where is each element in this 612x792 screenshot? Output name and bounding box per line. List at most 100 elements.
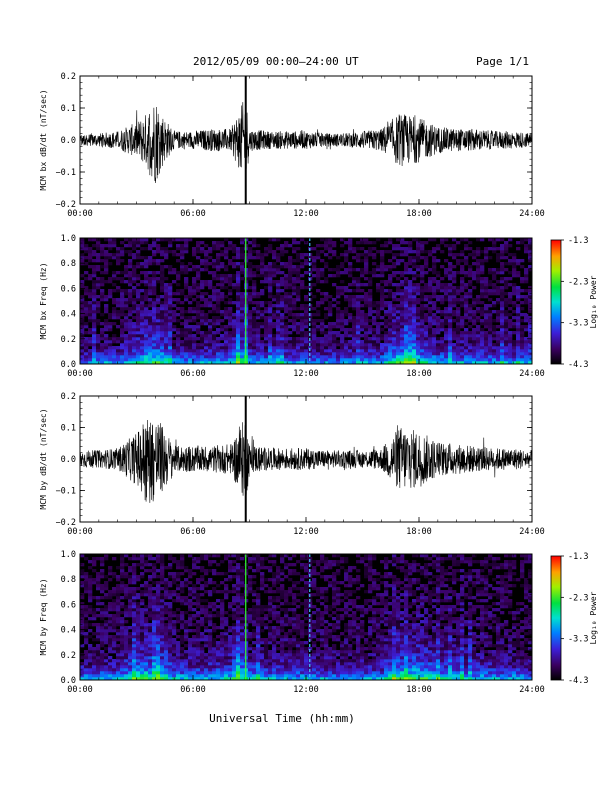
spectrogram-cell [392,313,397,317]
spectrogram-cell [88,581,93,585]
spectrogram-cell [148,587,153,591]
spectrogram-cell [528,286,533,290]
spectrogram-cell [184,596,189,600]
spectrogram-cell [172,626,177,630]
spectrogram-cell [356,241,361,245]
spectrogram-cell [200,620,205,624]
spectrogram-cell [96,310,101,314]
spectrogram-cell [364,355,369,359]
spectrogram-cell [132,358,137,362]
spectrogram-cell [272,343,277,347]
spectrogram-cell [332,325,337,329]
spectrogram-cell [268,250,273,254]
spectrogram-cell [168,608,173,612]
spectrogram-cell [140,289,145,293]
spectrogram-cell [348,304,353,308]
spectrogram-cell [200,593,205,597]
spectrogram-cell [140,599,145,603]
spectrogram-cell [360,238,365,242]
spectrogram-cell [80,295,85,299]
spectrogram-cell [304,319,309,323]
spectrogram-cell [404,283,409,287]
spectrogram-cell [304,316,309,320]
spectrogram-cell [132,352,137,356]
spectrogram-cell [160,247,165,251]
spectrogram-cell [208,671,213,675]
spectrogram-cell [392,334,397,338]
spectrogram-cell [164,289,169,293]
spectrogram-cell [252,358,257,362]
spectrogram-cell [208,286,213,290]
spectrogram-cell [412,346,417,350]
spectrogram-cell [252,310,257,314]
spectrogram-cell [232,334,237,338]
spectrogram-cell [208,635,213,639]
spectrogram-cell [404,277,409,281]
spectrogram-cell [136,554,141,558]
spectrogram-cell [204,653,209,657]
spectrogram-cell [172,304,177,308]
spectrogram-cell [132,241,137,245]
spectrogram-cell [272,280,277,284]
spectrogram-cell [180,256,185,260]
spectrogram-cell [348,289,353,293]
spectrogram-cell [356,268,361,272]
spectrogram-cell [428,253,433,257]
spectrogram-cell [200,295,205,299]
spectrogram-cell [80,358,85,362]
spectrogram-cell [348,271,353,275]
spectrogram-cell [376,340,381,344]
spectrogram-cell [160,328,165,332]
spectrogram-cell [176,298,181,302]
spectrogram-cell [340,352,345,356]
spectrogram-cell [436,319,441,323]
spectrogram-cell [144,304,149,308]
spectrogram-cell [100,322,105,326]
spectrogram-cell [96,632,101,636]
spectrogram-cell [380,274,385,278]
spectrogram-cell [220,292,225,296]
spectrogram-cell [96,304,101,308]
spectrogram-cell [240,271,245,275]
spectrogram-cell [148,343,153,347]
spectrogram-cell [240,343,245,347]
spectrogram-cell [364,325,369,329]
spectrogram-cell [268,340,273,344]
spectrogram-cell [272,238,277,242]
spectrogram-cell [408,361,413,365]
spectrogram-cell [184,352,189,356]
spectrogram-cell [320,322,325,326]
spectrogram-cell [316,343,321,347]
spectrogram-cell [508,301,513,305]
spectrogram-cell [212,241,217,245]
spectrogram-cell [288,337,293,341]
spectrogram-cell [216,295,221,299]
spectrogram-cell [128,274,133,278]
spectrogram-cell [332,358,337,362]
spectrogram-cell [256,334,261,338]
spectrogram-cell [132,244,137,248]
spectrogram-cell [152,262,157,266]
spectrogram-cell [280,247,285,251]
spectrogram-cell [180,346,185,350]
spectrogram-cell [272,262,277,266]
spectrogram-cell [184,668,189,672]
spectrogram-cell [288,295,293,299]
spectrogram-cell [120,572,125,576]
spectrogram-cell [268,346,273,350]
spectrogram-cell [196,578,201,582]
spectrogram-cell [432,256,437,260]
spectrogram-cell [80,340,85,344]
spectrogram-cell [276,298,281,302]
spectrogram-cell [500,277,505,281]
spectrogram-cell [92,578,97,582]
spectrogram-cell [500,292,505,296]
spectrogram-cell [188,653,193,657]
spectrogram-cell [288,343,293,347]
spectrogram-cell [124,349,129,353]
spectrogram-cell [516,352,521,356]
spectrogram-cell [204,259,209,263]
spectrogram-cell [352,352,357,356]
spectrogram-cell [436,310,441,314]
spectrogram-cell [112,668,117,672]
